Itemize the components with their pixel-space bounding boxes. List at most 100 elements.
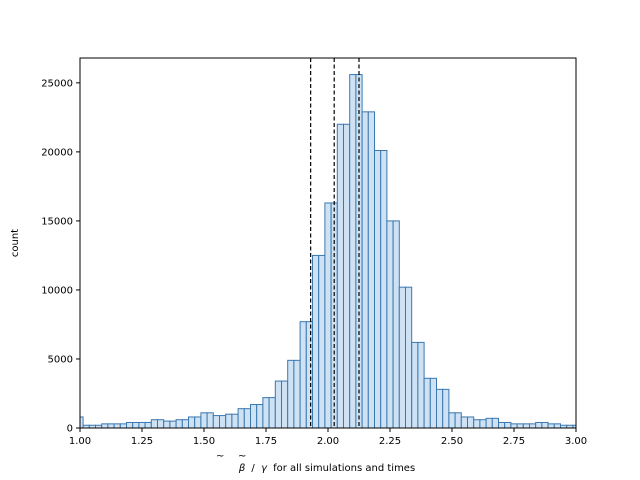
histogram-bar bbox=[510, 423, 518, 429]
x-axis-ticks: 1.00 1.25 1.50 1.75 2.00 2.25 2.50 2.75 3.00 bbox=[69, 428, 587, 447]
histogram-bar bbox=[361, 111, 369, 429]
histogram-bar bbox=[206, 412, 214, 429]
y-tick-label: 0 bbox=[67, 424, 73, 435]
histogram-bar bbox=[243, 408, 252, 429]
histogram-bar bbox=[380, 150, 388, 429]
histogram-bar bbox=[429, 377, 437, 429]
histogram-bar bbox=[287, 359, 295, 429]
x-label-separator: / bbox=[251, 463, 255, 474]
x-label-gamma-tilde: ~ bbox=[238, 451, 246, 462]
histogram-bar bbox=[169, 420, 177, 429]
histogram-bar bbox=[225, 413, 233, 429]
histogram-bar bbox=[485, 417, 493, 429]
histogram-bar bbox=[522, 423, 530, 429]
histogram-bar bbox=[541, 421, 549, 429]
x-tick-label: 1.00 bbox=[69, 436, 91, 447]
histogram-bar bbox=[268, 397, 276, 429]
histogram-bar bbox=[349, 74, 357, 429]
histogram-bar bbox=[411, 341, 419, 429]
histogram-bar bbox=[516, 423, 524, 429]
histogram-bar bbox=[237, 408, 245, 429]
y-tick-label: 5000 bbox=[48, 354, 73, 365]
histogram-bar bbox=[188, 416, 196, 429]
histogram-bar bbox=[126, 421, 134, 429]
histogram-bar bbox=[324, 202, 332, 429]
histogram-bar bbox=[454, 412, 462, 429]
y-tick-label: 10000 bbox=[41, 285, 73, 296]
x-tick-label: 1.25 bbox=[131, 436, 153, 447]
histogram-bar bbox=[250, 404, 258, 429]
histogram-bar bbox=[442, 388, 450, 429]
histogram-bar bbox=[119, 423, 128, 429]
histogram-bar bbox=[535, 421, 543, 429]
y-axis-label: count bbox=[10, 229, 21, 257]
x-label-gamma: γ bbox=[261, 463, 268, 474]
histogram-bar bbox=[281, 380, 289, 429]
x-tick-label: 2.50 bbox=[441, 436, 463, 447]
histogram-bar bbox=[256, 404, 264, 429]
histogram-bar bbox=[504, 421, 512, 429]
histogram-bar bbox=[312, 254, 320, 429]
histogram-bar bbox=[194, 416, 202, 429]
histogram-bar bbox=[467, 416, 475, 429]
histogram-bar bbox=[386, 220, 394, 429]
histogram-bar bbox=[274, 380, 282, 429]
histogram-bar bbox=[163, 420, 171, 429]
y-tick-label: 20000 bbox=[41, 147, 73, 158]
histogram-bar bbox=[436, 388, 444, 429]
x-tick-label: 1.75 bbox=[255, 436, 277, 447]
y-tick-label: 25000 bbox=[41, 78, 73, 89]
histogram-bar bbox=[547, 423, 555, 429]
x-label-suffix: for all simulations and times bbox=[273, 463, 415, 474]
histogram-bars bbox=[79, 74, 577, 429]
x-axis-label: β / γ for all simulations and times bbox=[238, 463, 415, 474]
histogram-bar bbox=[318, 254, 326, 429]
histogram-bar bbox=[200, 412, 208, 429]
histogram-bar bbox=[181, 419, 190, 429]
x-label-beta: β bbox=[238, 463, 246, 474]
histogram-bar bbox=[113, 423, 121, 429]
histogram-bar bbox=[336, 123, 344, 429]
x-tick-label: 2.25 bbox=[379, 436, 401, 447]
histogram-bar bbox=[150, 419, 159, 429]
histogram-bar bbox=[398, 286, 406, 429]
histogram-bar bbox=[367, 111, 375, 429]
histogram-bar bbox=[293, 359, 301, 429]
y-tick-label: 15000 bbox=[41, 216, 73, 227]
histogram-bar bbox=[144, 421, 152, 429]
histogram-bar bbox=[175, 419, 183, 429]
x-label-beta-tilde: ~ bbox=[216, 451, 224, 462]
histogram-bar bbox=[219, 415, 227, 429]
histogram-bar bbox=[138, 421, 146, 429]
histogram-bar bbox=[498, 421, 506, 429]
x-tick-label: 2.00 bbox=[317, 436, 339, 447]
histogram-bar bbox=[299, 321, 307, 429]
histogram-bar bbox=[305, 321, 313, 429]
histogram-bar bbox=[262, 397, 270, 429]
histogram-bar bbox=[212, 415, 221, 429]
histogram-bar bbox=[405, 286, 413, 429]
histogram-bar bbox=[107, 423, 115, 429]
histogram-bar bbox=[473, 419, 481, 429]
histogram-bar bbox=[460, 416, 468, 429]
histogram-bar bbox=[355, 74, 363, 429]
x-tick-label: 2.75 bbox=[503, 436, 525, 447]
x-tick-label: 1.50 bbox=[193, 436, 215, 447]
histogram-bar bbox=[491, 417, 499, 429]
histogram-bar bbox=[101, 423, 109, 429]
histogram-bar bbox=[231, 413, 239, 429]
histogram-bar bbox=[553, 423, 561, 429]
histogram-bar bbox=[529, 423, 537, 429]
histogram-bar bbox=[392, 220, 400, 429]
histogram-bar bbox=[157, 419, 165, 429]
histogram-bar bbox=[374, 150, 382, 429]
reference-lines bbox=[310, 58, 360, 428]
histogram-bar bbox=[343, 123, 351, 429]
y-axis-ticks: 0 5000 10000 15000 20000 25000 bbox=[41, 78, 80, 435]
histogram-bar bbox=[132, 421, 140, 429]
x-tick-label: 3.00 bbox=[565, 436, 587, 447]
histogram-bar bbox=[423, 377, 431, 429]
histogram-bar bbox=[479, 419, 487, 429]
histogram-bar bbox=[448, 412, 456, 429]
